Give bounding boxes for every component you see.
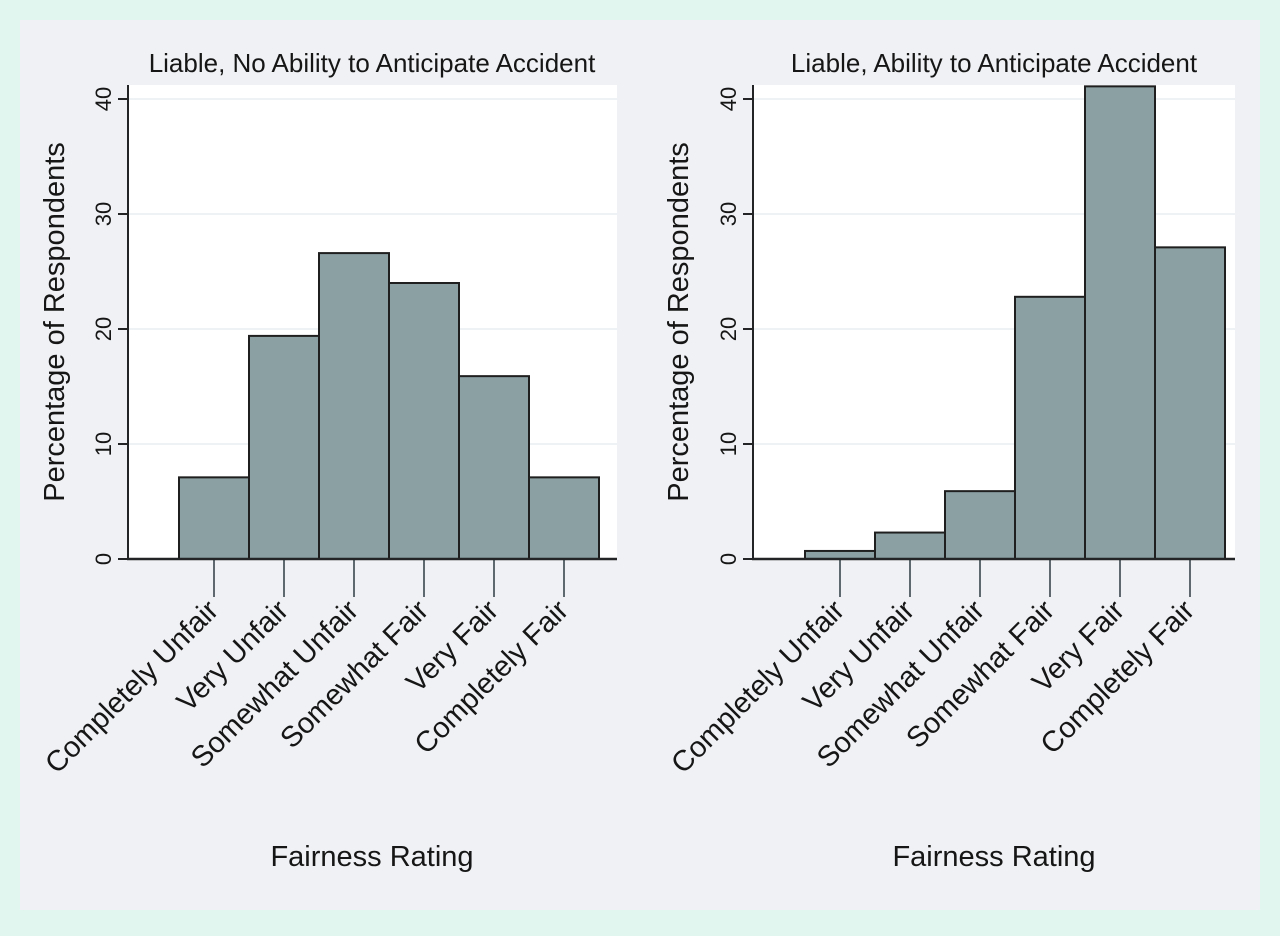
bar [388,282,460,560]
y-axis-title: Percentage of Respondents [663,142,695,502]
y-axis-title: Percentage of Respondents [39,142,71,502]
y-tick-label: 0 [91,553,116,565]
bar [1154,246,1226,560]
panel-title: Liable, Ability to Anticipate Accident [791,48,1198,78]
y-tick-label: 30 [91,202,116,226]
y-tick-label: 20 [716,317,741,341]
bar [944,490,1016,560]
y-tick-label: 40 [91,87,116,111]
y-tick-label: 20 [91,317,116,341]
y-tick-label: 10 [91,432,116,456]
bar [458,375,530,560]
bar [318,252,390,560]
panel-title: Liable, No Ability to Anticipate Acciden… [149,48,596,78]
y-tick-label: 0 [716,553,741,565]
y-tick-label: 30 [716,202,741,226]
x-axis-title: Fairness Rating [892,841,1095,873]
bar [1084,85,1156,560]
bar [178,476,250,561]
bar [528,476,600,561]
bar [1014,295,1086,560]
y-tick-label: 40 [716,87,741,111]
bar [874,531,946,560]
x-axis-title: Fairness Rating [270,841,473,873]
y-tick-label: 10 [716,432,741,456]
bar [248,334,320,560]
